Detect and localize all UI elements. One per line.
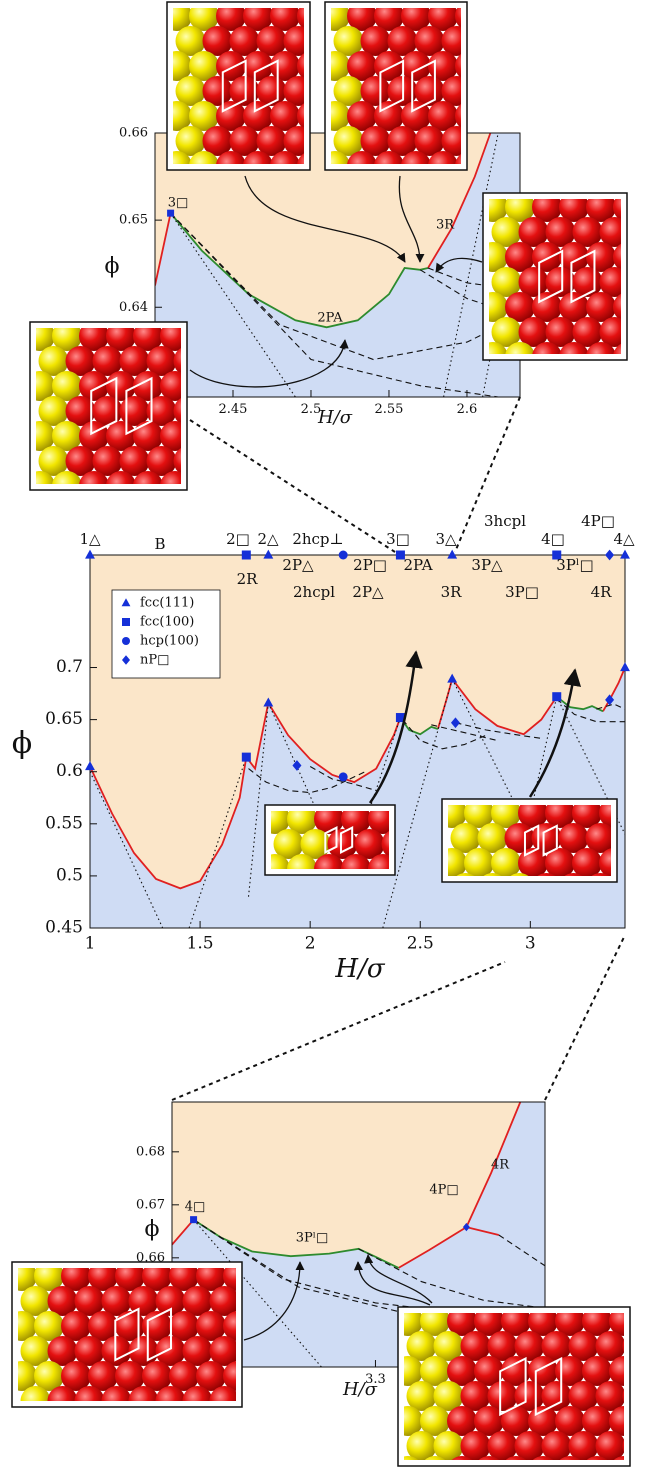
y-tick-label: 0.66 [119,126,148,141]
y-tick-label: 0.65 [119,213,148,228]
marker-circle [339,551,348,560]
annotation: 3R [436,218,455,233]
annotation: 4R [491,1158,510,1173]
annotation: 3□ [386,530,410,548]
annotation: 2□ [226,530,250,548]
y-tick-label: 0.45 [45,918,83,938]
annotation: 3△ [435,530,457,548]
legend-label: hcp(100) [140,634,199,649]
annotation: 2hcpl [293,583,335,601]
x-tick-label: 2 [305,934,316,954]
annotation: 2R [237,570,259,588]
y-tick-label: 0.55 [45,813,83,833]
x-tick-label: 1.5 [187,934,214,954]
annotation: 3P△ [471,556,503,574]
legend-label: nP□ [140,653,169,668]
x-axis-label: H/σ [334,954,385,984]
x-tick-label: 2.55 [374,402,403,417]
annotation: 4P□ [429,1183,458,1198]
chart: 1 1.5 2 2.5 3 0.45 0.5 0.55 0.6 0.65 0.7 H/σ ϕ fcc(11… [12,512,635,984]
x-tick-label: 2.45 [219,402,248,417]
marker-circle [122,637,130,645]
marker-square [242,753,251,762]
x-axis-label: H/σ [342,1379,378,1400]
y-axis-label: ϕ [105,254,120,279]
annotation: 2PA [317,311,343,326]
annotation: 4□ [541,530,565,548]
annotation: 1△ [79,530,101,548]
annotation: B [154,535,165,553]
annotation: 4□ [185,1200,206,1215]
marker-square [242,551,251,560]
annotation: 2PA [403,556,432,574]
annotation: 3Pˡ□ [556,556,593,574]
annotation: 4P□ [581,512,615,530]
annotation: 4△ [613,530,635,548]
x-tick-label: 3 [525,934,536,954]
y-tick-label: 0.7 [56,657,83,677]
legend-label: fcc(111) [140,596,194,611]
x-axis-label: H/σ [317,407,353,428]
annotation: 3□ [168,196,189,211]
annotation: 4R [591,583,613,601]
marker-square [167,210,174,217]
figure: 2.45 2.5 2.55 2.6 0.64 0.65 0.66 H/σ ϕ 3□ 2PA 3R 1 1.… [0,0,652,1469]
marker-square [552,692,561,701]
y-axis-label: ϕ [12,726,32,761]
y-tick-label: 0.68 [136,1144,165,1159]
annotation: 3P□ [505,583,539,601]
annotation: 2hcp⊥ [292,530,343,548]
annotation: 2P△ [352,583,384,601]
x-tick-label: 2.5 [407,934,434,954]
annotation: 2△ [257,530,279,548]
annotation: 3Pˡ□ [296,1231,328,1246]
marker-square [190,1216,197,1223]
spheres [393,1306,652,1469]
y-tick-label: 0.67 [136,1197,165,1212]
y-tick-label: 0.5 [56,865,83,885]
y-tick-label: 0.65 [45,709,83,729]
y-axis-label: ϕ [145,1217,160,1242]
y-tick-label: 0.6 [56,761,83,781]
annotation: 3R [441,583,463,601]
y-tick-label: 0.64 [119,300,148,315]
marker-square [122,618,130,626]
annotation: 2P△ [282,556,314,574]
x-tick-label: 1 [85,934,96,954]
annotation: 2P□ [353,556,387,574]
annotation: 3hcpl [484,512,526,530]
x-tick-label: 2.6 [457,402,478,417]
marker-circle [339,772,348,781]
legend-label: fcc(100) [140,615,194,630]
sphere-picture [393,1306,652,1469]
